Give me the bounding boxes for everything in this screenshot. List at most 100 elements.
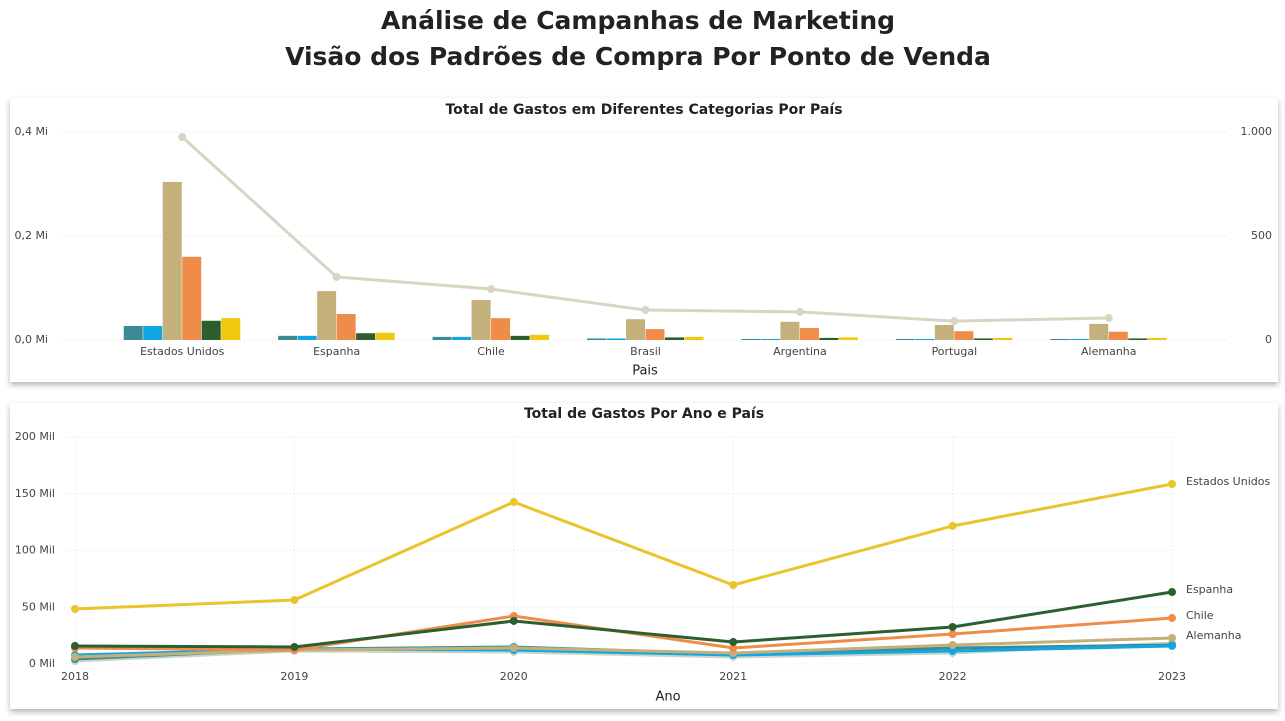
bar [993,337,1013,340]
bar [336,314,356,340]
bar [297,335,317,340]
bar [452,336,472,340]
y-tick-label: 0,2 Mi [14,229,48,242]
bar [375,332,395,340]
bar [645,329,665,340]
bar [626,319,645,340]
bar [741,338,761,340]
bar [221,318,241,340]
bar [123,325,143,340]
panel [10,403,1278,709]
bar [895,338,915,340]
line-marker [948,521,957,530]
bar [1147,337,1167,340]
line-marker [1168,588,1176,597]
line-marker [795,307,804,316]
bar [799,328,819,340]
x-tick-label: Argentina [773,345,827,358]
y-tick-label: 200 Mil [15,430,55,443]
y-tick-label: 100 Mil [15,544,55,557]
bar [201,320,221,340]
line-marker [1168,634,1176,643]
series-label: Alemanha [1186,629,1242,642]
series-label: Chile [1186,609,1214,622]
bar [317,291,337,340]
page-title: Análise de Campanhas de Marketing [381,6,895,35]
bar [760,338,780,340]
bar [587,338,606,340]
line-marker [1168,641,1176,650]
x-tick-label: 2022 [939,670,967,683]
line-marker [950,317,959,326]
x-axis-label: Pais [632,364,658,379]
bar [954,331,974,340]
line-marker [948,630,957,639]
bar [1089,323,1109,340]
line-marker [729,637,738,646]
x-tick-label: Chile [477,345,505,358]
line-marker [509,643,518,652]
bar [606,338,626,340]
chart-title: Total de Gastos Por Ano e País [524,406,764,422]
bar [819,337,839,340]
x-tick-label: Brasil [630,345,661,358]
x-tick-label: Portugal [932,345,978,358]
line-marker [948,646,957,655]
bar [432,336,452,340]
x-tick-label: Estados Unidos [140,345,224,358]
line-marker [641,306,650,315]
y-tick-label: 0,4 Mi [14,125,48,138]
bar [973,338,993,340]
y-tick-label: 0 Mil [29,657,55,670]
line-marker [1104,313,1113,322]
x-tick-label: 2019 [280,670,308,683]
line-marker [1168,479,1176,488]
line-marker [948,641,957,650]
line [74,590,1173,649]
y2-tick-label: 1.000 [1241,125,1273,138]
bar [182,256,202,340]
bar [491,318,511,340]
bar [1128,338,1148,340]
y-tick-label: 150 Mil [15,487,55,500]
line-marker [71,641,79,650]
bar [934,324,954,340]
bar [530,334,550,340]
line-marker [71,652,79,661]
x-tick-label: 2018 [61,670,89,683]
x-tick-label: 2023 [1158,670,1186,683]
line-marker [290,595,299,604]
bar [510,335,530,340]
bar [1069,338,1089,340]
x-tick-label: 2020 [500,670,528,683]
line-marker [509,498,518,507]
x-tick-label: Alemanha [1081,345,1137,358]
line-marker [178,132,187,141]
bar [838,337,858,340]
line-marker [487,285,496,294]
bar [1050,338,1070,340]
line-marker [729,581,738,590]
line-marker [290,642,299,651]
y-tick-label: 50 Mil [22,600,55,613]
page-subtitle: Visão dos Padrões de Compra Por Ponto de… [285,42,991,71]
y2-tick-label: 500 [1251,229,1272,242]
y-tick-label: 0,0 Mi [14,333,48,346]
bar [665,337,684,340]
bar [915,338,935,340]
bar [356,333,376,340]
bar [1108,331,1128,340]
series-label: Espanha [1186,583,1233,596]
x-tick-label: Espanha [313,345,360,358]
y2-tick-label: 0 [1265,333,1272,346]
bar [471,299,491,340]
bar [780,321,800,340]
chart-title: Total de Gastos em Diferentes Categorias… [445,102,842,118]
line [74,482,1173,611]
line-marker [332,272,341,281]
line-marker [509,616,518,625]
x-tick-label: 2021 [719,670,747,683]
bar [162,181,182,340]
